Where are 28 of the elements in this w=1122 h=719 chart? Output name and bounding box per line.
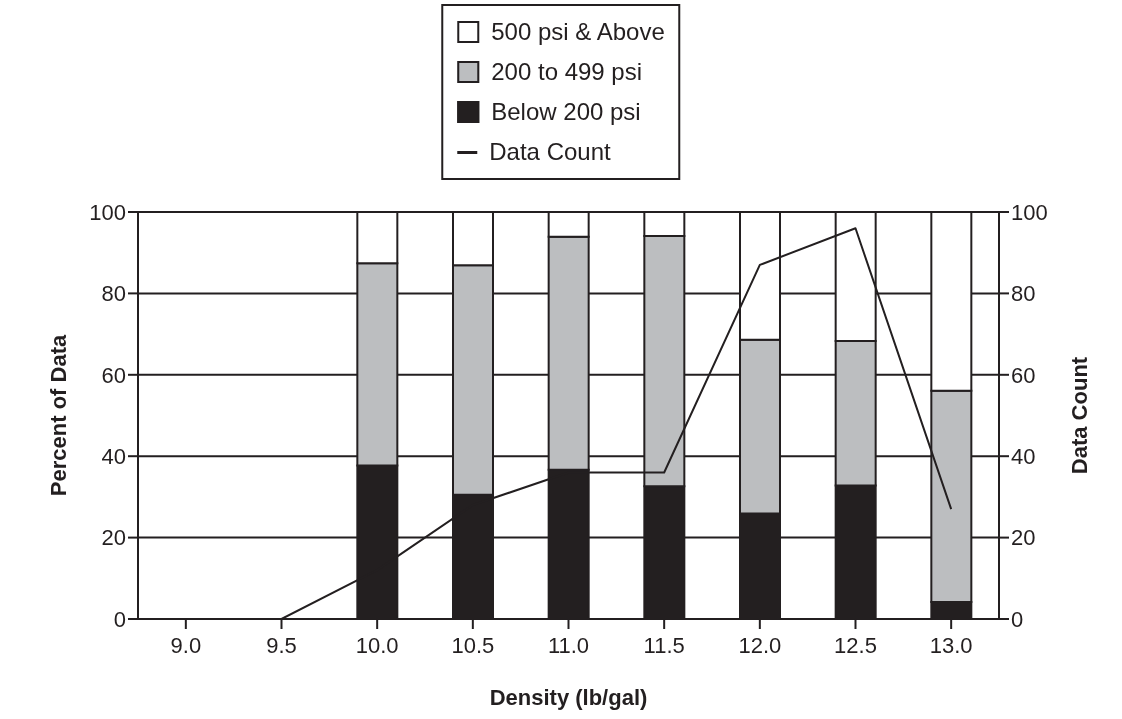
legend-label: Below 200 psi [491,97,641,127]
legend-label: Data Count [489,137,611,167]
x-tick-label: 10.0 [355,632,399,658]
x-axis-title: Density (lb/gal) [489,684,648,710]
y-axis-title: Percent of Data [45,334,71,497]
y2-tick-label: 80 [1011,281,1036,307]
legend-label: 200 to 499 psi [491,57,643,87]
y2-tick-label: 40 [1011,444,1036,470]
y-tick-label: 100 [89,199,126,225]
y-tick-label: 80 [101,281,126,307]
legend-label: 500 psi & Above [491,17,665,47]
y2-tick-label: 0 [1011,606,1024,632]
y-tick-label: 60 [101,362,126,388]
x-tick-label: 12.5 [834,632,877,658]
x-tick-label: 13.0 [929,632,973,658]
y-tick-label: 0 [113,606,126,632]
x-tick-label: 11.5 [643,632,685,658]
x-tick-label: 9.5 [266,632,297,658]
y2-tick-label: 60 [1011,362,1036,388]
x-tick-label: 12.0 [738,632,782,658]
y2-axis-title: Data Count [1066,356,1092,475]
x-tick-label: 10.5 [451,632,495,658]
y2-tick-label: 20 [1011,525,1036,551]
x-tick-label: 9.0 [170,632,202,658]
x-tick-label: 11.0 [547,632,590,658]
y-tick-label: 20 [101,525,126,551]
y-tick-label: 40 [101,444,126,470]
y2-tick-label: 100 [1011,199,1048,225]
